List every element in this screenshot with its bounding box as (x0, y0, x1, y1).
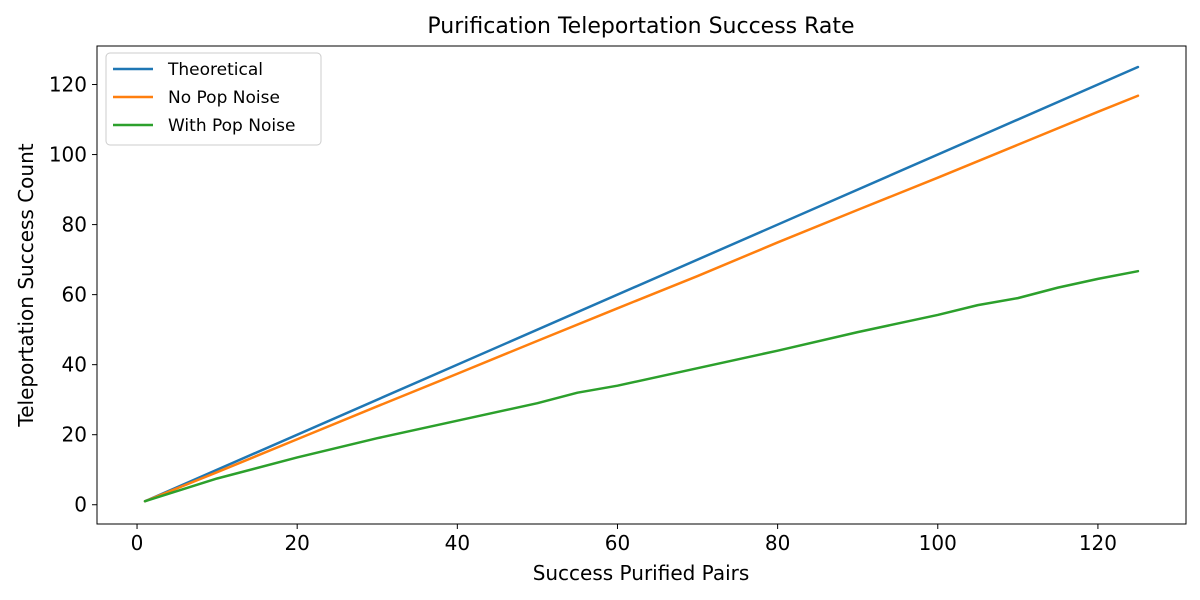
x-tick-label: 20 (284, 531, 309, 555)
y-tick-label: 120 (49, 73, 87, 97)
y-tick-label: 80 (62, 213, 87, 237)
x-tick-label: 120 (1079, 531, 1117, 555)
legend-box (105, 52, 322, 146)
x-tick-label: 40 (445, 531, 470, 555)
y-axis-label: Teleportation Success Count (14, 143, 38, 427)
chart-title: Purification Teleportation Success Rate (427, 14, 854, 39)
legend-label-0: Theoretical (167, 60, 263, 80)
legend: Theoretical No Pop Noise With Pop Noise (105, 52, 322, 146)
x-tick-label: 100 (919, 531, 957, 555)
series-group (143, 65, 1140, 503)
x-axis: 0 20 40 60 80 100 120 (131, 524, 1117, 555)
y-tick-label: 60 (62, 283, 87, 307)
x-tick-label: 60 (605, 531, 630, 555)
series-line-2 (143, 269, 1140, 503)
series-line-1 (143, 94, 1140, 503)
y-tick-label: 20 (62, 423, 87, 447)
y-tick-label: 0 (74, 493, 87, 517)
y-tick-label: 100 (49, 143, 87, 167)
y-tick-label: 40 (62, 353, 87, 377)
x-axis-label: Success Purified Pairs (533, 561, 750, 585)
x-tick-label: 80 (765, 531, 790, 555)
plot-frame (96, 45, 1187, 525)
x-tick-label: 0 (131, 531, 144, 555)
legend-label-2: With Pop Noise (168, 116, 295, 136)
y-axis: 0 20 40 60 80 100 120 (49, 73, 97, 517)
series-line-0 (143, 65, 1140, 503)
legend-label-1: No Pop Noise (168, 88, 280, 108)
plot-area (96, 45, 1187, 525)
